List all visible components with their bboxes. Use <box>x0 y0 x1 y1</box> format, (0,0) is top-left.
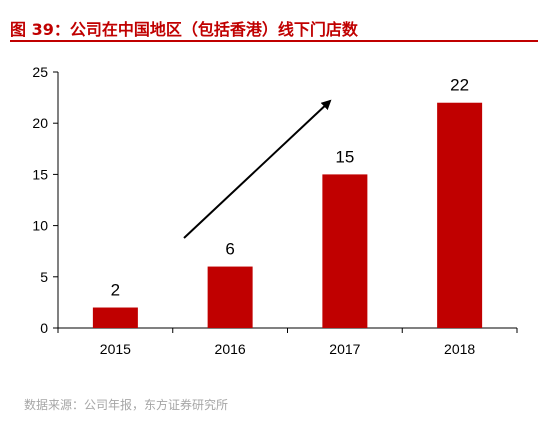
chart-bars <box>92 102 483 328</box>
y-tick-label: 0 <box>40 320 48 336</box>
y-tick-label: 5 <box>40 269 48 285</box>
y-tick-label: 10 <box>32 218 48 234</box>
data-label-2018: 22 <box>450 76 469 95</box>
title-underline <box>10 40 538 42</box>
trend-arrow <box>183 99 332 239</box>
y-tick-label: 25 <box>32 64 48 80</box>
data-label-2016: 6 <box>225 240 234 259</box>
x-tick-label-2017: 2017 <box>329 341 360 357</box>
data-label-2017: 15 <box>335 147 354 166</box>
bar-2016 <box>207 266 253 328</box>
bar-2017 <box>322 174 368 328</box>
bar-2015 <box>92 307 138 328</box>
bar-2018 <box>437 102 483 328</box>
y-tick-label: 20 <box>32 115 48 131</box>
x-tick-label-2016: 2016 <box>215 341 246 357</box>
x-tick-label-2018: 2018 <box>444 341 475 357</box>
x-tick-label-2015: 2015 <box>100 341 131 357</box>
data-source-note: 数据来源：公司年报，东方证券研究所 <box>24 398 229 412</box>
chart-data-labels: 2 6 15 22 <box>111 76 469 300</box>
data-label-2015: 2 <box>111 281 120 300</box>
chart-axes: 0 5 10 15 20 25 2015 2016 2017 2018 <box>32 64 518 357</box>
figure-title: 图 39：公司在中国地区（包括香港）线下门店数 <box>10 20 358 39</box>
y-tick-label: 15 <box>32 166 48 182</box>
